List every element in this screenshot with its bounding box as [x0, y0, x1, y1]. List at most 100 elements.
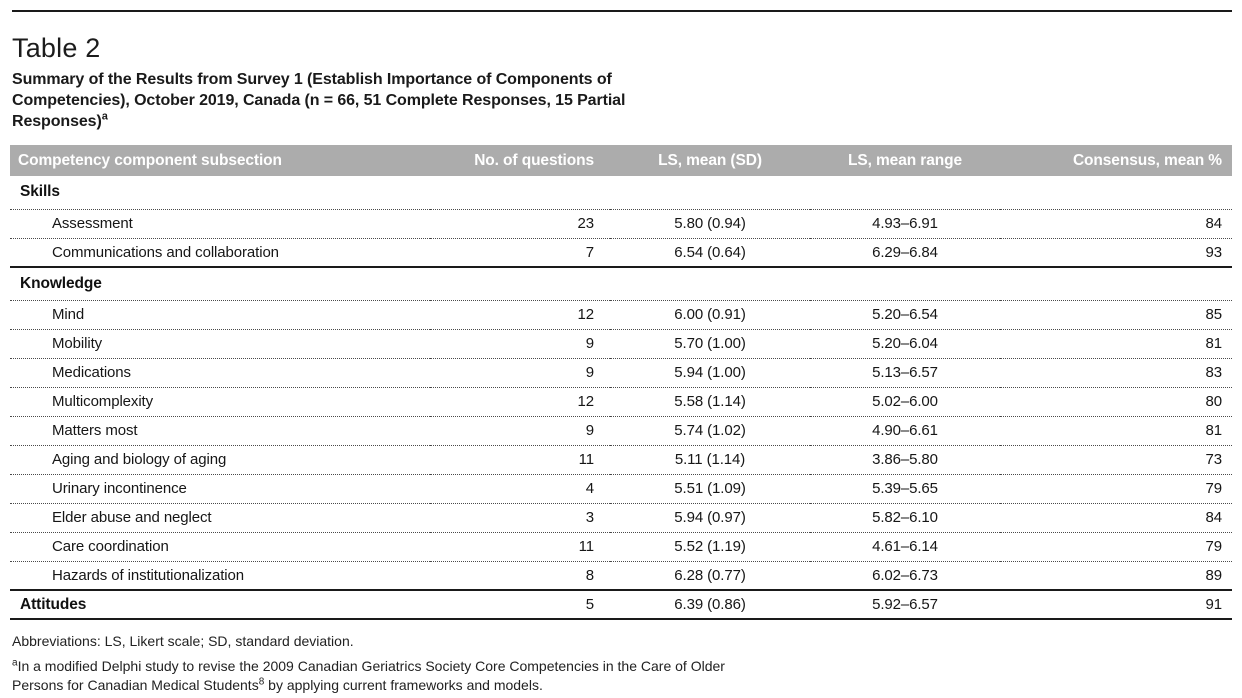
abbreviations-note: Abbreviations: LS, Likert scale; SD, sta… — [12, 633, 354, 649]
table-row-attitudes: Attitudes 5 6.39 (0.86) 5.92–6.57 91 — [10, 590, 1232, 619]
cell-ls-mean-range: 4.90–6.61 — [872, 422, 938, 439]
table-row-elder-abuse: Elder abuse and neglect 3 5.94 (0.97) 5.… — [10, 503, 1232, 532]
cell-ls-mean-sd: 5.52 (1.19) — [674, 538, 746, 555]
cell-consensus: 85 — [1205, 306, 1223, 323]
cell-label: Care coordination — [52, 538, 169, 555]
cell-questions: 12 — [577, 393, 595, 410]
cell-questions: 9 — [585, 364, 594, 381]
cell-consensus: 81 — [1205, 335, 1223, 352]
section-label: Skills — [20, 183, 60, 201]
cell-ls-mean-sd: 6.28 (0.77) — [674, 566, 746, 584]
table-row-mobility: Mobility 9 5.70 (1.00) 5.20–6.04 81 — [10, 329, 1232, 358]
cell-ls-mean-sd: 6.00 (0.91) — [674, 306, 746, 323]
cell-label: Hazards of institutionalization — [52, 566, 245, 584]
cell-consensus: 84 — [1205, 509, 1223, 526]
footnote-a-marker: a — [12, 657, 18, 669]
caption-footnote-marker: a — [101, 110, 108, 123]
cell-label: Attitudes — [20, 595, 87, 613]
cell-consensus: 80 — [1205, 393, 1223, 410]
cell-consensus: 79 — [1205, 480, 1223, 497]
cell-questions: 7 — [585, 243, 594, 261]
cell-consensus: 84 — [1205, 215, 1223, 232]
cell-questions: 4 — [585, 480, 594, 497]
cell-consensus: 79 — [1205, 538, 1223, 555]
cell-questions: 9 — [585, 335, 594, 352]
cell-label: Assessment — [52, 215, 133, 232]
cell-consensus: 73 — [1205, 451, 1223, 468]
table-row-care-coordination: Care coordination 11 5.52 (1.19) 4.61–6.… — [10, 532, 1232, 561]
cell-ls-mean-range: 4.61–6.14 — [872, 538, 938, 555]
cell-ls-mean-sd: 5.80 (0.94) — [674, 215, 746, 232]
footnote-a-line1: In a modified Delphi study to revise the… — [17, 658, 725, 674]
table-row-hazards-institutionalization: Hazards of institutionalization 8 6.28 (… — [10, 561, 1232, 590]
cell-ls-mean-range: 5.82–6.10 — [872, 509, 938, 526]
footnote-a-line2-post: by applying current frameworks and model… — [264, 677, 543, 693]
cell-ls-mean-range: 5.20–6.54 — [872, 306, 938, 323]
cell-label: Multicomplexity — [52, 393, 154, 410]
table-row-mind: Mind 12 6.00 (0.91) 5.20–6.54 85 — [10, 300, 1232, 329]
cell-label: Urinary incontinence — [52, 480, 187, 497]
col-header-no-of-questions: No. of questions — [430, 145, 610, 176]
cell-questions: 12 — [577, 306, 595, 323]
col-header-ls-mean-sd: LS, mean (SD) — [610, 145, 810, 176]
cell-label: Matters most — [52, 422, 138, 439]
cell-label: Aging and biology of aging — [52, 451, 227, 468]
caption-line-3: Responses) — [12, 113, 102, 130]
cell-ls-mean-range: 5.13–6.57 — [872, 364, 938, 381]
cell-questions: 11 — [578, 538, 594, 555]
cell-label: Mobility — [52, 335, 103, 352]
footnote-a-reference-8: 8 — [258, 676, 265, 688]
cell-questions: 23 — [577, 215, 595, 232]
section-row-skills: Skills — [10, 176, 1232, 209]
col-header-consensus: Consensus, mean % — [1000, 145, 1232, 176]
table-row-urinary-incontinence: Urinary incontinence 4 5.51 (1.09) 5.39–… — [10, 474, 1232, 503]
cell-ls-mean-sd: 5.11 (1.14) — [674, 451, 746, 468]
cell-ls-mean-sd: 6.54 (0.64) — [674, 243, 746, 261]
cell-consensus: 83 — [1205, 364, 1223, 381]
cell-questions: 5 — [585, 596, 594, 613]
footnotes: Abbreviations: LS, Likert scale; SD, sta… — [12, 632, 1232, 695]
cell-consensus: 93 — [1205, 243, 1223, 261]
cell-ls-mean-sd: 5.70 (1.00) — [674, 335, 746, 352]
cell-ls-mean-sd: 5.74 (1.02) — [674, 422, 746, 439]
footnote-a-line2-pre: Persons for Canadian Medical Students — [12, 677, 259, 693]
results-table: Competency component subsection No. of q… — [10, 145, 1232, 620]
table-row-aging-biology: Aging and biology of aging 11 5.11 (1.14… — [10, 445, 1232, 474]
cell-ls-mean-sd: 5.51 (1.09) — [674, 480, 746, 497]
table-row-assessment: Assessment 23 5.80 (0.94) 4.93–6.91 84 — [10, 209, 1232, 238]
cell-questions: 3 — [585, 509, 594, 526]
cell-ls-mean-range: 6.02–6.73 — [872, 566, 938, 584]
cell-ls-mean-sd: 6.39 (0.86) — [674, 596, 746, 613]
cell-consensus: 81 — [1205, 422, 1223, 439]
footnote-a: aIn a modified Delphi study to revise th… — [12, 657, 1232, 695]
cell-ls-mean-sd: 5.94 (0.97) — [674, 509, 746, 526]
caption-line-2: Competencies), October 2019, Canada (n =… — [12, 92, 626, 109]
cell-label: Elder abuse and neglect — [52, 509, 212, 526]
table-row-communications: Communications and collaboration 7 6.54 … — [10, 238, 1232, 267]
cell-ls-mean-range: 3.86–5.80 — [872, 451, 938, 468]
table-header-row: Competency component subsection No. of q… — [10, 145, 1232, 176]
cell-ls-mean-range: 5.39–5.65 — [872, 480, 938, 497]
cell-questions: 8 — [585, 566, 594, 584]
cell-ls-mean-range: 5.02–6.00 — [872, 393, 938, 410]
table-number-label: Table 2 — [12, 33, 101, 63]
table-row-multicomplexity: Multicomplexity 12 5.58 (1.14) 5.02–6.00… — [10, 387, 1232, 416]
table-caption: Summary of the Results from Survey 1 (Es… — [12, 69, 1232, 132]
cell-ls-mean-range: 4.93–6.91 — [872, 215, 938, 232]
cell-consensus: 89 — [1205, 566, 1223, 584]
cell-label: Mind — [52, 306, 85, 323]
section-row-knowledge: Knowledge — [10, 267, 1232, 300]
cell-label: Communications and collaboration — [52, 243, 279, 261]
top-rule — [12, 10, 1232, 12]
cell-questions: 11 — [578, 451, 594, 468]
table-row-matters-most: Matters most 9 5.74 (1.02) 4.90–6.61 81 — [10, 416, 1232, 445]
cell-consensus: 91 — [1205, 596, 1223, 613]
paper-table-figure: Table 2 Summary of the Results from Surv… — [0, 10, 1242, 698]
col-header-ls-mean-range: LS, mean range — [810, 145, 1000, 176]
cell-label: Medications — [52, 364, 131, 381]
cell-questions: 9 — [585, 422, 594, 439]
cell-ls-mean-sd: 5.94 (1.00) — [674, 364, 746, 381]
cell-ls-mean-range: 6.29–6.84 — [872, 243, 938, 261]
cell-ls-mean-sd: 5.58 (1.14) — [674, 393, 746, 410]
table-row-medications: Medications 9 5.94 (1.00) 5.13–6.57 83 — [10, 358, 1232, 387]
